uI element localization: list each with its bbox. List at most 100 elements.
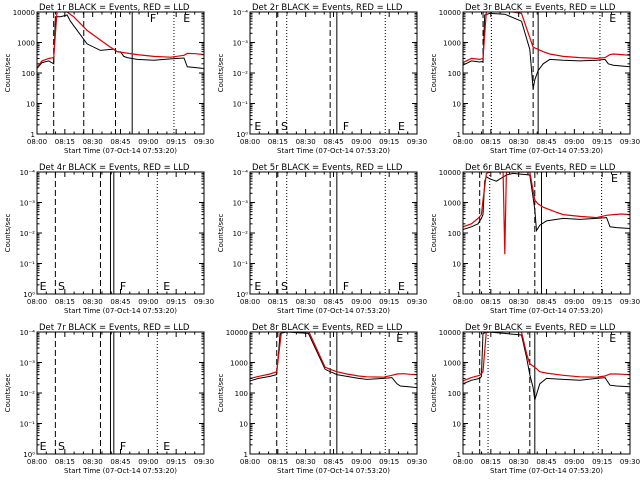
y-axis-label: Counts/sec [430, 214, 438, 253]
x-tick-label: 08:30 [296, 138, 316, 146]
y-tick-label: 1000 [443, 360, 461, 368]
x-tick-label: 08:45 [110, 138, 130, 146]
y-tick-label: 10⁻¹ [20, 261, 36, 269]
x-axis-label: Start Time (07-Oct-14 07:53:20) [490, 147, 603, 155]
plot-area [250, 332, 417, 454]
y-tick-label: 10 [452, 101, 461, 109]
marker-annotation: E [183, 12, 190, 25]
y-tick-label: 10⁻¹ [20, 421, 36, 429]
x-tick-label: 09:15 [166, 138, 186, 146]
x-tick-label: 09:30 [407, 458, 427, 466]
plot-frame [36, 171, 205, 295]
x-tick-label: 08:45 [323, 458, 343, 466]
x-tick-label: 08:00 [240, 458, 260, 466]
y-tick-label: 10⁻² [20, 230, 36, 238]
marker-annotation: F [120, 280, 126, 293]
plot-frame [36, 11, 205, 135]
y-tick-label: 10 [26, 101, 35, 109]
panel-title: Det 6r BLACK = Events, RED = LLD [465, 163, 616, 173]
y-tick-label: 10⁰ [236, 131, 248, 139]
y-tick-label: 10⁻² [20, 390, 36, 398]
marker-annotation: S [281, 280, 288, 293]
y-axis-label: Counts/sec [4, 374, 12, 413]
y-tick-label: 10000 [226, 329, 248, 337]
panel-title: Det 1r BLACK = Events, RED = LLD [39, 3, 190, 13]
x-tick-label: 08:00 [27, 298, 47, 306]
panel-title: Det 9r BLACK = Events, RED = LLD [465, 323, 616, 333]
y-tick-label: 10000 [13, 9, 35, 17]
x-tick-label: 08:00 [453, 138, 473, 146]
y-tick-label: 10000 [439, 329, 461, 337]
marker-annotation: F [150, 12, 156, 25]
x-tick-label: 09:30 [407, 138, 427, 146]
x-tick-label: 09:15 [166, 458, 186, 466]
y-tick-label: 10⁻³ [233, 200, 249, 208]
marker-annotation: S [281, 120, 288, 133]
y-tick-label: 1 [244, 451, 248, 459]
x-tick-label: 09:15 [379, 298, 399, 306]
x-tick-label: 08:15 [481, 458, 501, 466]
x-tick-label: 08:00 [27, 138, 47, 146]
y-tick-label: 10⁰ [236, 291, 248, 299]
y-axis-label: Counts/sec [217, 54, 225, 93]
lld-series [463, 332, 630, 382]
x-tick-label: 09:00 [351, 138, 371, 146]
plot-area [54, 332, 158, 454]
y-tick-label: 10⁻⁴ [20, 329, 36, 337]
x-tick-label: 09:15 [379, 138, 399, 146]
panel-title: Det 8r BLACK = Events, RED = LLD [252, 323, 403, 333]
x-axis-label: Start Time (07-Oct-14 07:53:20) [277, 147, 390, 155]
y-tick-label: 10 [452, 261, 461, 269]
y-axis-label: Counts/sec [4, 54, 12, 93]
x-axis-label: Start Time (07-Oct-14 07:53:20) [277, 307, 390, 315]
x-axis-label: Start Time (07-Oct-14 07:53:20) [490, 307, 603, 315]
marker-annotation: E [163, 440, 170, 453]
panel-5: Det 5r BLACK = Events, RED = LLD E S F E 10⁰ 1… [217, 163, 427, 315]
y-tick-label: 10⁻⁴ [20, 169, 36, 177]
x-tick-label: 08:45 [536, 138, 556, 146]
panel-title: Det 4r BLACK = Events, RED = LLD [39, 163, 190, 173]
x-tick-label: 09:00 [351, 458, 371, 466]
plot-frame [249, 11, 418, 135]
y-tick-label: 1000 [443, 40, 461, 48]
plot-frame [462, 171, 631, 295]
y-tick-label: 100 [235, 390, 248, 398]
events-series [463, 332, 630, 400]
panel-title: Det 3r BLACK = Events, RED = LLD [465, 3, 616, 13]
y-tick-label: 10⁻¹ [233, 101, 249, 109]
x-axis-label: Start Time (07-Oct-14 07:53:20) [490, 467, 603, 475]
plot-area [276, 12, 386, 134]
x-tick-label: 09:30 [194, 458, 214, 466]
x-tick-label: 08:45 [110, 298, 130, 306]
x-tick-label: 08:45 [323, 298, 343, 306]
x-tick-label: 09:15 [166, 298, 186, 306]
marker-annotation: E [398, 120, 405, 133]
y-axis-label: Counts/sec [430, 374, 438, 413]
y-tick-label: 1000 [17, 40, 35, 48]
marker-annotation: E [611, 172, 618, 185]
y-tick-label: 1 [457, 131, 461, 139]
x-tick-label: 08:30 [296, 298, 316, 306]
y-axis-label: Counts/sec [430, 54, 438, 93]
lld-series [250, 332, 417, 379]
y-tick-label: 100 [448, 70, 461, 78]
marker-annotation: E [398, 280, 405, 293]
plot-frame [462, 11, 631, 135]
y-tick-label: 1000 [443, 200, 461, 208]
y-tick-label: 10⁻⁴ [233, 169, 249, 177]
marker-annotation: E [40, 440, 47, 453]
plot-area [463, 12, 630, 134]
x-tick-label: 09:15 [592, 458, 612, 466]
y-tick-label: 1 [31, 131, 35, 139]
x-tick-label: 08:30 [83, 458, 103, 466]
panel-title: Det 2r BLACK = Events, RED = LLD [252, 3, 403, 13]
marker-annotation: E [163, 280, 170, 293]
y-tick-label: 1000 [230, 360, 248, 368]
x-tick-label: 08:45 [536, 458, 556, 466]
